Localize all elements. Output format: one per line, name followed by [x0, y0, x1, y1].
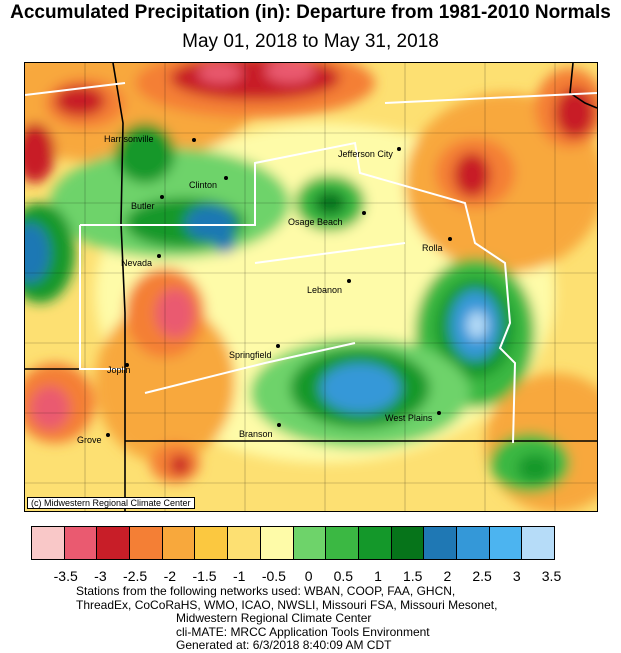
footer-notes: Stations from the following networks use…: [76, 584, 498, 653]
legend-swatch: [31, 526, 65, 560]
region-boundaries: [25, 82, 597, 444]
city-marker-jefferson-city: Jefferson City: [338, 147, 402, 159]
city-label: Joplin: [107, 365, 131, 375]
city-dot-icon: [125, 363, 130, 367]
legend-tick: 3.5: [541, 568, 562, 584]
city-dot-icon: [223, 176, 228, 180]
city-marker-butler: Butler: [131, 191, 164, 211]
legend-swatch: [357, 526, 392, 560]
footer-line: Generated at: 6/3/2018 8:40:09 AM CDT: [176, 638, 392, 652]
legend-tick: -0.5: [261, 568, 286, 584]
city-dot-icon: [397, 147, 402, 151]
city-label: Grove: [77, 435, 102, 445]
city-label: Butler: [131, 201, 155, 211]
legend-swatch: [423, 526, 457, 560]
city-label: Rolla: [422, 243, 443, 253]
city-label: Harrisonville: [104, 134, 154, 144]
city-marker-west-plains: West Plains: [385, 407, 441, 423]
city-dot-icon: [192, 138, 197, 142]
city-marker-harrisonville: Harrisonville: [104, 134, 197, 144]
city-dot-icon: [362, 211, 366, 215]
city-marker-branson: Branson: [239, 419, 281, 439]
legend-swatch: [390, 526, 425, 560]
footer-line: cli-MATE: MRCC Application Tools Environ…: [176, 624, 430, 639]
city-label: Springfield: [229, 350, 272, 360]
footer-line: ThreadEx, CoCoRaHS, WMO, ICAO, NWSLI, Mi…: [76, 597, 498, 612]
city-marker-joplin: Joplin: [107, 359, 131, 375]
city-label: Branson: [239, 429, 273, 439]
city-marker-osage-beach: Osage Beach: [288, 207, 366, 227]
legend-swatch: [521, 526, 555, 560]
legend-swatch: [259, 526, 294, 560]
city-dot-icon: [106, 433, 111, 437]
city-dot-icon: [276, 344, 281, 348]
legend-tick: 1: [374, 568, 382, 584]
legend-tick-labels: -3.5 -3 -2.5 -2 -1.5 -1 -0.5 0 0.5 1 1.5 2 2.5 3 3.5: [31, 568, 591, 586]
city-label: Clinton: [189, 180, 218, 190]
map-credit: (c) Midwestern Regional Climate Center: [27, 497, 195, 509]
state-boundaries: [25, 63, 597, 511]
legend-swatch: [161, 526, 196, 560]
legend-tick: -2: [163, 568, 177, 584]
legend-swatch: [96, 526, 131, 560]
legend-swatch: [455, 526, 490, 560]
city-label: Nevada: [121, 258, 153, 268]
legend-tick: 1.5: [402, 568, 423, 584]
legend-tick: -1.5: [192, 568, 217, 584]
color-legend: [31, 526, 555, 562]
city-dot-icon: [436, 411, 441, 415]
city-dot-icon: [347, 279, 351, 283]
legend-swatch: [325, 526, 359, 560]
legend-swatch: [227, 526, 261, 560]
city-dot-icon: [156, 254, 161, 258]
legend-swatch: [292, 526, 327, 560]
legend-tick: -3: [94, 568, 107, 584]
legend-tick: -1: [232, 568, 246, 584]
city-marker-nevada: Nevada: [121, 250, 161, 268]
legend-tick: 0.5: [333, 568, 354, 584]
city-marker-clinton: Clinton: [189, 176, 228, 190]
city-dot-icon: [160, 195, 164, 199]
legend-swatch: [488, 526, 523, 560]
legend-swatch: [194, 526, 229, 560]
legend-tick: 2: [443, 568, 452, 584]
map-canvas: [25, 63, 597, 511]
city-label: Osage Beach: [288, 217, 343, 227]
county-lines: [25, 63, 597, 511]
legend-swatch: [63, 526, 98, 560]
footer-line: Midwestern Regional Climate Center: [176, 611, 372, 625]
legend-tick: -2.5: [123, 568, 148, 584]
date-range-subtitle: May 01, 2018 to May 31, 2018: [182, 31, 439, 52]
city-label: Lebanon: [307, 285, 343, 295]
city-dot-icon: [277, 423, 281, 427]
footer-line: Stations from the following networks use…: [76, 584, 456, 598]
city-label: Jefferson City: [338, 149, 393, 159]
legend-tick: 2.5: [472, 568, 492, 584]
city-dot-icon: [448, 237, 452, 241]
legend-swatch: [129, 526, 163, 560]
precipitation-map: Harrisonville Butler Clinton Jefferson C…: [24, 62, 598, 512]
city-label: West Plains: [385, 413, 433, 423]
city-marker-springfield: Springfield: [229, 344, 281, 360]
map-title: Accumulated Precipitation (in): Departur…: [10, 2, 611, 23]
legend-tick: -3.5: [53, 568, 78, 584]
city-marker-lebanon: Lebanon: [307, 275, 351, 295]
city-marker-rolla: Rolla: [422, 233, 452, 253]
legend-tick: 0: [304, 568, 313, 584]
city-marker-grove: Grove: [77, 429, 111, 445]
legend-tick: 3: [512, 568, 521, 584]
